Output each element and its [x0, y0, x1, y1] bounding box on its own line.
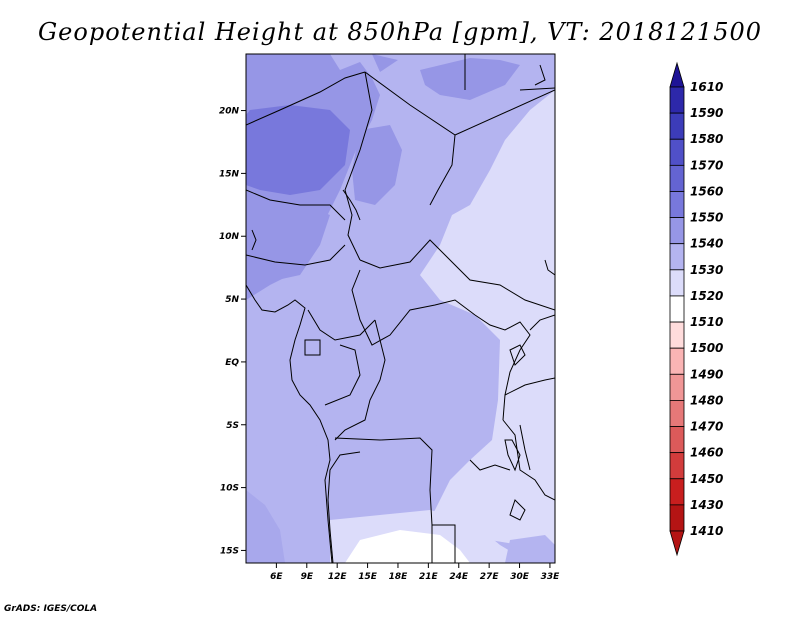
colorbar-swatch [669, 243, 685, 271]
colorbar: 1610 1590 1580 1570 1560 1550 1540 1530 1520 1510… [669, 61, 723, 557]
colorbar-swatch [669, 217, 685, 245]
colorbar-bottom-arrow [669, 530, 685, 557]
country-borders [246, 54, 555, 563]
colorbar-label: 1500 [690, 341, 723, 355]
lon-tick-label: 18E [389, 572, 409, 582]
lon-tick-label: 9E [301, 572, 314, 582]
lon-tick-label: 30E [510, 572, 530, 582]
colorbar-top-arrow [669, 61, 685, 88]
lat-tick-label: 15N [219, 169, 240, 179]
lat-tick-label: 5N [225, 295, 239, 305]
colorbar-label: 1480 [690, 393, 723, 407]
colorbar-swatch [669, 86, 685, 114]
contour-fill [246, 54, 555, 563]
colorbar-label: 1510 [690, 315, 723, 329]
colorbar-swatch [669, 295, 685, 323]
colorbar-swatch [669, 452, 685, 480]
lat-tick-label: 10N [219, 232, 240, 242]
colorbar-swatch [669, 164, 685, 192]
coastlines [246, 64, 546, 563]
colorbar-label: 1560 [690, 184, 723, 198]
lon-tick-label: 6E [270, 572, 283, 582]
colorbar-swatch [669, 426, 685, 454]
colorbar-label: 1550 [690, 211, 723, 225]
colorbar-label: 1410 [690, 524, 723, 538]
colorbar-label: 1540 [690, 237, 723, 251]
lat-tick-label: 15S [220, 546, 239, 556]
lon-tick-label: 15E [358, 572, 378, 582]
lat-tick-label: 20N [219, 107, 240, 117]
lat-tick-label: 10S [220, 484, 239, 494]
colorbar-swatch [669, 138, 685, 166]
colorbar-label: 1580 [690, 132, 723, 146]
colorbar-label: 1430 [690, 498, 723, 512]
lat-tick-label: EQ [225, 358, 239, 368]
map-frame [245, 53, 556, 564]
colorbar-swatch [669, 321, 685, 349]
map-title: Geopotential Height at 850hPa [gpm], VT:… [38, 18, 762, 46]
colorbar-swatch [669, 373, 685, 401]
colorbar-swatch [669, 478, 685, 506]
colorbar-label: 1590 [690, 106, 723, 120]
lon-tick-label: 21E [419, 572, 439, 582]
colorbar-swatch [669, 504, 685, 532]
colorbar-label: 1490 [690, 367, 723, 381]
colorbar-swatch [669, 269, 685, 297]
colorbar-swatch [669, 112, 685, 140]
colorbar-label: 1570 [690, 158, 723, 172]
lon-tick-label: 12E [328, 572, 348, 582]
latitude-axis: 20N 15N 10N 5N EQ 5S 10S 15S [219, 107, 246, 556]
colorbar-swatch [669, 191, 685, 218]
grads-credit: GrADS: IGES/COLA [4, 604, 98, 614]
colorbar-label: 1460 [690, 446, 723, 460]
lat-tick-label: 5S [226, 421, 239, 431]
colorbar-label: 1470 [690, 420, 723, 434]
lon-tick-label: 24E [449, 572, 469, 582]
lon-tick-label: 27E [480, 572, 500, 582]
colorbar-label: 1530 [690, 263, 723, 277]
longitude-axis: 6E 9E 12E 15E 18E 21E 24E 27E 30E 33E [270, 563, 560, 582]
colorbar-swatch [669, 347, 685, 375]
colorbar-label: 1450 [690, 472, 723, 486]
lon-tick-label: 33E [541, 572, 561, 582]
colorbar-label: 1520 [690, 289, 723, 303]
colorbar-label: 1610 [690, 80, 723, 94]
colorbar-swatch [669, 400, 685, 427]
